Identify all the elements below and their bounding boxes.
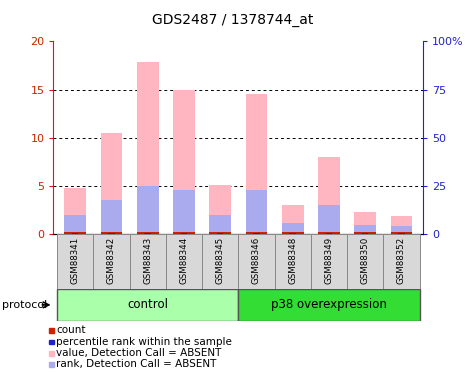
Text: GSM88344: GSM88344	[179, 237, 188, 284]
Bar	[239, 234, 274, 289]
Bar	[100, 232, 122, 234]
Bar	[289, 233, 296, 234]
Bar	[64, 215, 86, 234]
Bar	[209, 185, 231, 234]
Bar	[318, 206, 340, 234]
Bar	[130, 234, 166, 289]
Bar	[282, 232, 304, 234]
Text: control: control	[127, 298, 168, 311]
Text: GSM88343: GSM88343	[143, 237, 152, 284]
Bar	[246, 94, 267, 234]
Bar	[282, 206, 304, 234]
Text: GSM88342: GSM88342	[107, 237, 116, 284]
Text: GSM88341: GSM88341	[71, 237, 80, 284]
Bar	[173, 232, 195, 234]
Bar	[100, 200, 122, 234]
Bar	[137, 186, 159, 234]
Bar	[100, 133, 122, 234]
Text: GSM88349: GSM88349	[325, 237, 333, 284]
Bar	[72, 233, 79, 234]
Bar	[57, 289, 239, 321]
Text: GDS2487 / 1378744_at: GDS2487 / 1378744_at	[152, 13, 313, 27]
Bar	[181, 233, 187, 234]
Text: GSM88345: GSM88345	[216, 237, 225, 284]
Bar	[391, 216, 412, 234]
Text: count: count	[56, 326, 86, 335]
Text: GSM88352: GSM88352	[397, 237, 406, 284]
Text: p38 overexpression: p38 overexpression	[271, 298, 387, 311]
Text: GSM88350: GSM88350	[361, 237, 370, 284]
Bar	[137, 232, 159, 234]
Bar	[239, 289, 419, 321]
Bar	[347, 234, 383, 289]
Bar	[391, 226, 412, 234]
Bar	[253, 233, 259, 234]
Bar	[246, 232, 267, 234]
Text: GSM88346: GSM88346	[252, 237, 261, 284]
Bar	[354, 212, 376, 234]
Bar	[64, 188, 86, 234]
Bar	[64, 232, 86, 234]
Bar	[57, 234, 93, 289]
Bar	[145, 233, 151, 234]
Bar	[209, 215, 231, 234]
Bar	[318, 157, 340, 234]
Bar	[362, 233, 368, 234]
Bar	[282, 223, 304, 234]
Bar	[209, 232, 231, 234]
Bar	[274, 234, 311, 289]
Bar	[354, 225, 376, 234]
Bar	[354, 232, 376, 234]
Bar	[398, 233, 405, 234]
Text: GSM88348: GSM88348	[288, 237, 297, 284]
Text: rank, Detection Call = ABSENT: rank, Detection Call = ABSENT	[56, 359, 216, 369]
Bar	[217, 233, 224, 234]
Bar	[246, 190, 267, 234]
Bar	[326, 233, 332, 234]
Bar	[173, 190, 195, 234]
Bar	[137, 63, 159, 234]
Bar	[108, 233, 115, 234]
Text: value, Detection Call = ABSENT: value, Detection Call = ABSENT	[56, 348, 221, 358]
Bar	[391, 232, 412, 234]
Bar	[383, 234, 419, 289]
Bar	[166, 234, 202, 289]
Bar	[311, 234, 347, 289]
Bar	[93, 234, 130, 289]
Bar	[318, 232, 340, 234]
Text: protocol: protocol	[2, 300, 47, 310]
Text: percentile rank within the sample: percentile rank within the sample	[56, 337, 232, 346]
Bar	[173, 90, 195, 234]
Bar	[202, 234, 239, 289]
